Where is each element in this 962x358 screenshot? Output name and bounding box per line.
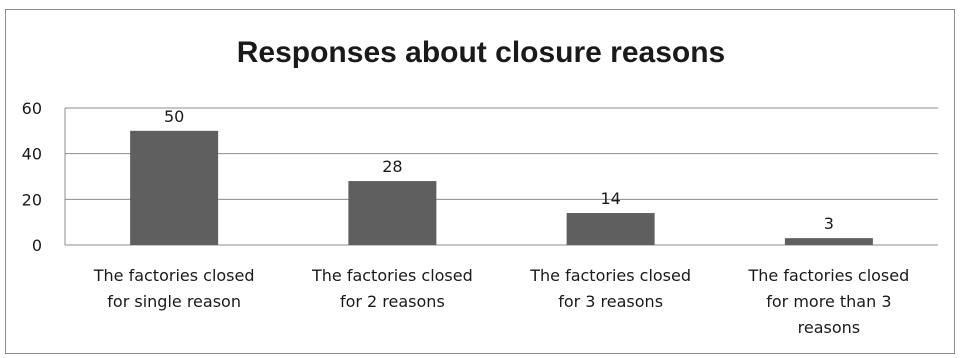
data-label: 28: [382, 157, 402, 176]
x-tick-label: The factories closed for 2 reasons: [311, 266, 473, 311]
data-label: 3: [824, 214, 834, 233]
x-tick-label: The factories closed for single reason: [93, 266, 255, 311]
data-label: 14: [600, 189, 620, 208]
bars: [130, 130, 873, 245]
y-tick-label: 20: [22, 190, 42, 209]
x-tick-label: The factories closed for more than 3 reaso…: [747, 266, 909, 337]
data-labels: 50 28 14 3: [164, 107, 834, 233]
bar: [566, 213, 655, 245]
y-tick-label: 60: [22, 99, 42, 118]
bar: [130, 130, 219, 245]
bar: [784, 238, 873, 245]
chart-title: Responses about closure reasons: [236, 36, 726, 69]
x-tick-label: The factories closed for 3 reasons: [529, 266, 691, 311]
y-tick-label: 0: [32, 236, 42, 255]
bar: [348, 181, 437, 245]
data-label: 50: [164, 107, 184, 126]
y-tick-label: 40: [22, 145, 42, 164]
x-axis-labels: The factories closed for single reason The…: [93, 266, 910, 337]
y-axis-ticks: 0 20 40 60: [22, 99, 42, 255]
